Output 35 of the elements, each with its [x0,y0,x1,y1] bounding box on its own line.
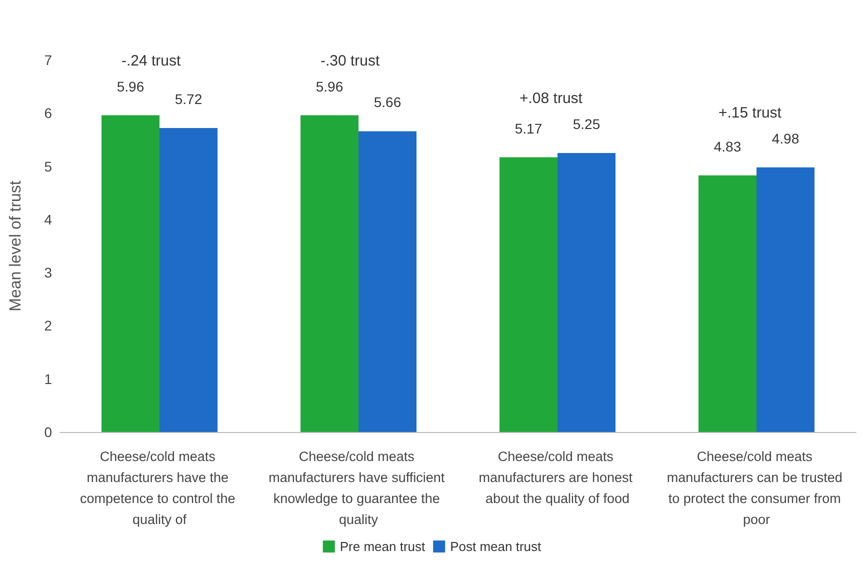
y-tick-label: 7 [44,52,52,68]
y-tick-label: 0 [44,424,52,440]
data-label: 5.72 [174,91,202,108]
data-label: 5.96 [116,78,144,94]
x-tick-label: Cheese/cold meats manufacturers have sufficient knowledge to guarantee the quality [268,449,448,527]
bar [160,128,218,432]
data-label: 5.17 [514,120,542,136]
x-tick-label: Cheese/cold meats manufacturers are honest about the quality of food [478,449,636,506]
y-tick-label: 3 [44,264,52,281]
annotation: -.24 trust [122,52,182,70]
y-tick-label: 6 [44,105,52,122]
annotation: +.08 trust [520,90,584,107]
bar [698,175,756,432]
y-tick-label: 1 [44,370,52,387]
data-label: 5.25 [572,116,600,132]
x-tick-label: Cheese/cold meats manufacturers can be trusted to protect the consumer from poor [666,449,846,527]
bar [358,131,416,432]
bar [300,115,358,432]
data-label: 5.96 [316,78,344,94]
y-tick-label: 2 [44,318,52,334]
y-axis-title: Mean level of trust [8,180,24,312]
bar [102,115,160,432]
bar [500,157,558,432]
legend-label: Pre mean trust [340,539,426,554]
data-label: 5.66 [374,94,402,110]
data-label: 4.98 [772,130,800,146]
legend-label: Post mean trust [450,539,542,554]
x-tick-label: Cheese/cold meats manufacturers have the competence to control the quality of [80,449,240,527]
y-tick-label: 4 [44,211,52,228]
bar [558,153,616,432]
bar [756,167,814,432]
annotation: -.30 trust [320,52,381,70]
y-tick-label: 5 [44,158,52,174]
data-label: 4.83 [714,138,742,154]
annotation: +.15 trust [718,104,782,122]
